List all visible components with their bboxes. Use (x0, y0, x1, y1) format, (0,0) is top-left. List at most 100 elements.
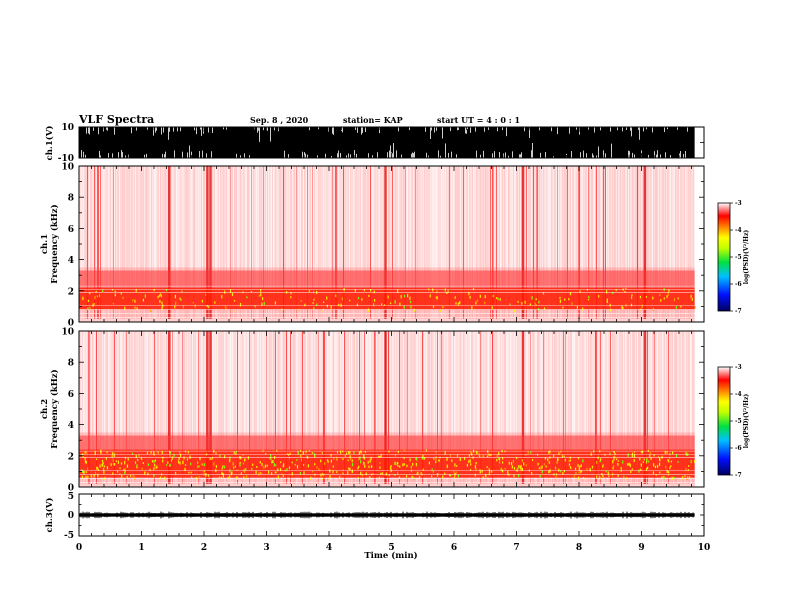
spectrogram-column (201, 166, 202, 322)
spectrogram-column (458, 166, 459, 322)
ch1-waveform-gap (340, 153, 341, 158)
spectrogram-column (486, 331, 487, 487)
ch1-waveform-gap (357, 127, 358, 133)
spectrogram-speckle (468, 454, 470, 457)
spectrogram-speckle (154, 459, 156, 462)
spectrogram-speckle (201, 299, 203, 303)
spectrogram-column (279, 166, 280, 322)
spectrogram-column (231, 331, 232, 487)
ch1-waveform-gap (332, 127, 333, 134)
spectrogram-column (688, 166, 689, 322)
spectrogram-column (260, 166, 261, 322)
spectrogram-column (165, 331, 166, 487)
spectrogram-speckle (444, 452, 446, 455)
spectrogram-column (478, 331, 479, 487)
ch1-waveform-gap (626, 127, 627, 130)
ch1-waveform-gap (164, 154, 165, 158)
spectrogram-column (127, 166, 128, 322)
spectrogram-column (222, 166, 223, 322)
spectrogram-column (302, 331, 303, 487)
spectrogram-column (138, 166, 139, 322)
ch1-waveform-gap (580, 152, 581, 158)
ch1-waveform-gap (309, 127, 310, 131)
spectrogram-column (517, 166, 518, 322)
spectrogram-column (227, 331, 228, 487)
spectrogram-column (557, 331, 558, 487)
ch1-waveform-gap (393, 143, 394, 158)
spectrogram-column (611, 166, 612, 322)
spectrogram-column (443, 331, 444, 487)
spectrogram-speckle (313, 307, 315, 310)
spectrogram-speckle (224, 455, 226, 459)
spectrogram-column (163, 331, 164, 487)
spectrogram-speckle (158, 294, 161, 297)
spectrogram-ytick-label: 10 (61, 328, 74, 338)
spectrogram-speckle (509, 303, 511, 306)
spectrogram-speckle (402, 463, 404, 467)
spectrogram-speckle (351, 462, 354, 467)
spectrogram-speckle (105, 457, 107, 460)
spectrogram-column (307, 166, 308, 322)
spectrogram-column (213, 331, 214, 487)
spectrogram-speckle (455, 302, 457, 305)
spectrogram-column (686, 331, 687, 487)
spectrogram-column (599, 166, 600, 322)
spectrogram-speckle (642, 461, 644, 463)
spectrogram-column (366, 166, 367, 322)
spectrogram-speckle (370, 456, 372, 461)
spectrogram-column (598, 331, 599, 487)
spectrogram-column (99, 166, 100, 322)
spectrogram-ytick-label: 2 (68, 287, 74, 297)
spectrogram-column (321, 166, 322, 322)
ch1-waveform-gap (480, 154, 481, 158)
ch1-waveform-gap (632, 152, 633, 158)
spectrogram-column (248, 331, 249, 487)
spectrogram-column (389, 331, 390, 487)
spectrogram-column (104, 331, 105, 487)
spectrogram-column (93, 331, 94, 487)
spectrogram-speckle (508, 461, 510, 465)
spectrogram-column (537, 331, 538, 487)
spectrogram-speckle (114, 463, 116, 466)
ch2-spectrogram-channel-label: ch.2 (40, 399, 50, 419)
spectrogram-speckle (396, 462, 398, 466)
spectrogram-speckle (543, 307, 546, 310)
spectrogram-column (218, 166, 219, 322)
spectrogram-speckle (538, 467, 540, 470)
spectrogram-column (500, 331, 501, 487)
spectrogram-speckle (450, 474, 452, 477)
spectrogram-column (375, 331, 376, 487)
spectrogram-speckle (553, 454, 555, 458)
spectrogram-column (141, 166, 142, 322)
spectrogram-speckle (308, 290, 310, 292)
spectrogram-column (593, 331, 594, 487)
spectrogram-column (407, 331, 408, 487)
spectrogram-speckle (252, 463, 254, 466)
time-axis-label: Time (min) (364, 550, 417, 561)
colorbar-tick-label: -6 (735, 445, 742, 452)
spectrogram-column (295, 166, 296, 322)
spectrogram-column (479, 166, 480, 322)
time-tick-label: 7 (513, 543, 519, 553)
spectrogram-speckle (326, 459, 329, 462)
spectrogram-speckle (254, 305, 256, 308)
spectrogram-column (247, 331, 248, 487)
spectrogram-column (298, 166, 299, 322)
spectrogram-speckle (239, 461, 241, 464)
spectrogram-speckle (380, 472, 382, 475)
spectrogram-speckle (199, 457, 201, 461)
spectrogram-column (593, 166, 594, 322)
ch1-waveform-gap (155, 127, 156, 133)
spectrogram-column (485, 166, 486, 322)
spectrogram-column (516, 166, 517, 322)
ch1-waveform-gap (551, 127, 552, 132)
spectrogram-speckle (456, 454, 459, 458)
spectrogram-column (670, 166, 671, 322)
spectrogram-column (624, 331, 625, 487)
spectrogram-column (216, 331, 217, 487)
spectrogram-column (256, 331, 257, 487)
spectrogram-speckle (274, 464, 277, 467)
spectrogram-speckle (668, 460, 670, 463)
spectrogram-speckle (652, 471, 655, 474)
spectrogram-column (248, 166, 249, 322)
